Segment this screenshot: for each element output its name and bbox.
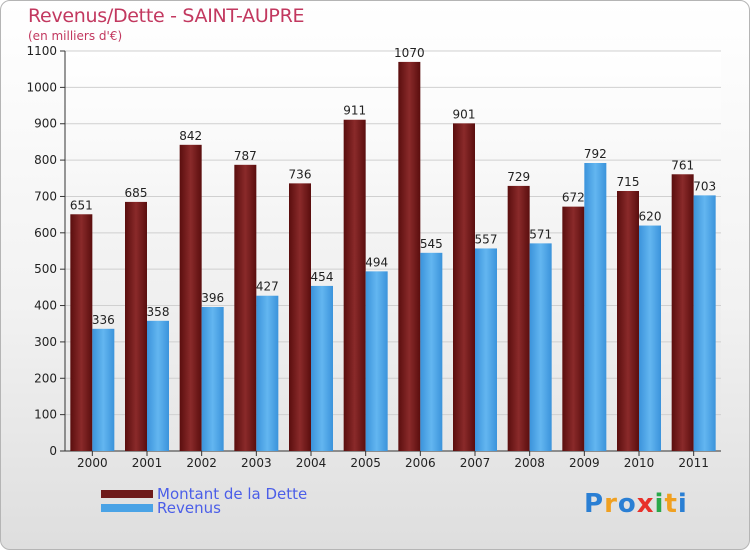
y-tick-label: 200 xyxy=(34,371,57,385)
value-label-dette: 685 xyxy=(125,186,148,200)
bar-dette xyxy=(453,123,475,451)
chart-title: Revenus/Dette - SAINT-AUPRE xyxy=(28,5,305,27)
plot-area: 0 100 200 300 400 500 600 700 800 900 1000 1100 651 3… xyxy=(26,44,721,470)
logo-letter: i xyxy=(677,489,688,519)
value-label-revenus: 396 xyxy=(201,291,224,305)
value-label-dette: 736 xyxy=(289,167,312,181)
x-tick-label: 2004 xyxy=(296,456,327,470)
bar-revenus xyxy=(147,320,169,451)
legend-item-revenus: Revenus xyxy=(101,499,221,517)
value-label-revenus: 557 xyxy=(475,232,498,246)
value-label-dette: 672 xyxy=(562,191,585,205)
bar-dette xyxy=(671,174,694,452)
value-label-revenus: 427 xyxy=(256,280,279,294)
legend-swatch-revenus xyxy=(101,504,153,512)
y-tick-label: 100 xyxy=(34,408,57,422)
value-label-revenus: 494 xyxy=(365,255,388,269)
legend-label-revenus: Revenus xyxy=(157,499,221,517)
bar-dette xyxy=(507,185,530,451)
value-label-dette: 901 xyxy=(453,107,476,121)
y-tick-label: 700 xyxy=(34,189,57,203)
value-label-dette: 842 xyxy=(179,129,202,143)
bar-revenus xyxy=(693,195,716,451)
y-tick-label: 0 xyxy=(49,444,57,458)
bar-dette xyxy=(70,214,93,451)
logo-letter: t xyxy=(664,489,678,519)
logo-letter: o xyxy=(617,489,637,519)
bar-revenus xyxy=(639,225,661,451)
x-tick-label: 2009 xyxy=(569,456,600,470)
bar-dette xyxy=(343,119,366,452)
bar-revenus xyxy=(420,252,443,451)
logo-letter: r xyxy=(604,489,618,519)
value-label-dette: 651 xyxy=(70,198,93,212)
legend-label-dette: Montant de la Dette xyxy=(157,485,308,503)
x-tick-label: 2005 xyxy=(350,456,381,470)
value-label-revenus: 454 xyxy=(311,270,334,284)
y-tick-label: 1000 xyxy=(26,80,57,94)
value-label-revenus: 358 xyxy=(147,305,170,319)
plot-background xyxy=(65,51,721,451)
bar-revenus xyxy=(529,243,552,451)
bar-revenus xyxy=(201,307,224,451)
value-label-dette: 715 xyxy=(617,175,640,189)
value-label-revenus: 545 xyxy=(420,237,443,251)
bar-dette xyxy=(617,191,639,451)
x-tick-label: 2000 xyxy=(77,456,108,470)
x-tick-label: 2011 xyxy=(678,456,709,470)
x-tick-label: 2002 xyxy=(186,456,217,470)
bar-revenus xyxy=(92,328,115,451)
bar-dette xyxy=(398,61,421,452)
y-tick-label: 900 xyxy=(34,117,57,131)
y-tick-label: 500 xyxy=(34,262,57,276)
value-label-revenus: 792 xyxy=(584,147,607,161)
x-tick-label: 2010 xyxy=(624,456,655,470)
x-tick-label: 2003 xyxy=(241,456,272,470)
y-tick-label: 600 xyxy=(34,226,57,240)
logo-letter: i xyxy=(654,489,665,519)
x-tick-label: 2008 xyxy=(514,456,545,470)
chart-subtitle: (en milliers d'€) xyxy=(28,29,123,43)
logo-letter: P xyxy=(584,489,605,519)
bar-revenus xyxy=(256,295,279,451)
value-label-dette: 1070 xyxy=(394,46,425,60)
value-label-dette: 761 xyxy=(671,158,694,172)
bar-revenus xyxy=(475,248,497,451)
x-tick-label: 2001 xyxy=(132,456,163,470)
proxiti-logo: Proxiti xyxy=(584,489,688,519)
bar-dette xyxy=(289,183,311,451)
legend-item-dette: Montant de la Dette xyxy=(101,485,307,503)
value-label-revenus: 703 xyxy=(693,179,716,193)
x-tick-label: 2006 xyxy=(405,456,436,470)
value-label-dette: 787 xyxy=(234,149,257,163)
value-label-revenus: 336 xyxy=(92,313,115,327)
y-tick-label: 1100 xyxy=(26,44,57,58)
logo-letter: x xyxy=(636,489,655,519)
value-label-revenus: 620 xyxy=(639,210,662,224)
value-label-dette: 911 xyxy=(343,104,366,118)
bar-revenus xyxy=(365,271,388,451)
legend-swatch-dette xyxy=(101,490,153,498)
bar-revenus xyxy=(311,285,333,451)
bar-revenus xyxy=(584,163,607,451)
bar-dette xyxy=(562,206,585,451)
value-label-dette: 729 xyxy=(507,170,530,184)
bar-dette xyxy=(234,164,257,451)
y-tick-label: 300 xyxy=(34,335,57,349)
value-label-revenus: 571 xyxy=(529,227,552,241)
bar-dette xyxy=(179,144,202,451)
x-tick-label: 2007 xyxy=(460,456,491,470)
y-tick-label: 800 xyxy=(34,153,57,167)
bar-dette xyxy=(125,201,147,451)
y-tick-label: 400 xyxy=(34,299,57,313)
